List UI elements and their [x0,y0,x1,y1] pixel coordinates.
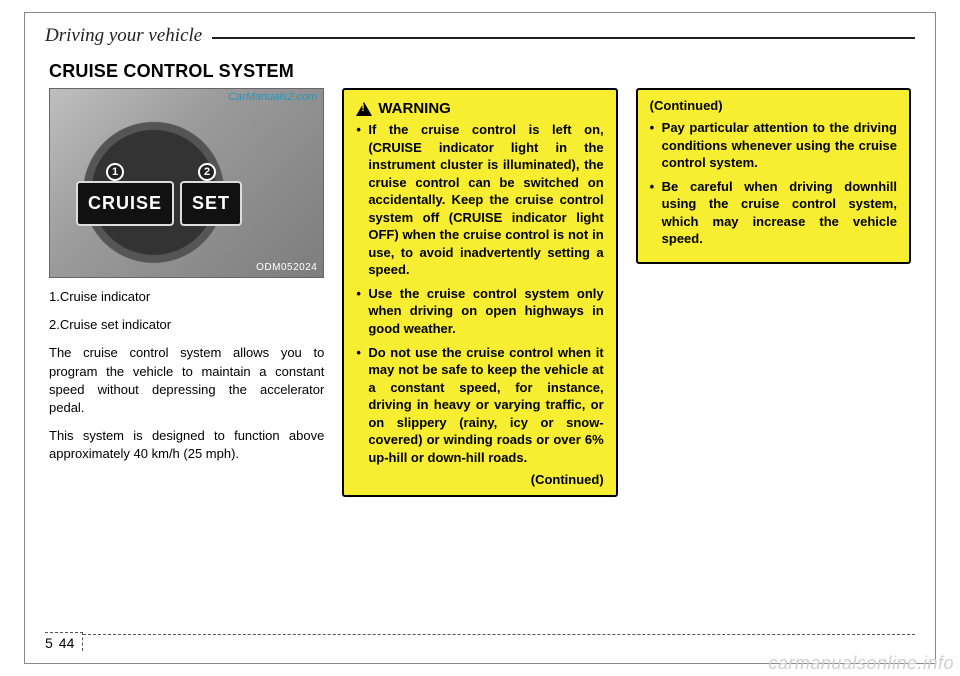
cruise-indicator-pill: CRUISE [76,181,174,226]
column-left: CarManuals2.com 1 CRUISE 2 SET ODM052024… [49,88,324,497]
content-columns: CarManuals2.com 1 CRUISE 2 SET ODM052024… [25,88,935,497]
warning-box: WARNING If the cruise control is left on… [342,88,617,497]
page-frame: Driving your vehicle CRUISE CONTROL SYST… [24,12,936,664]
legend-block: 1.Cruise indicator 2.Cruise set indicato… [49,288,324,334]
set-indicator-pill: SET [180,181,242,226]
warning-item-2: Use the cruise control system only when … [356,285,603,338]
page-number-box: 5 44 [45,632,83,651]
page-number: 44 [59,635,75,651]
site-watermark: carmanualsonline.info [762,651,960,676]
section-number: 5 [45,635,53,651]
header-row: Driving your vehicle [25,13,935,47]
header-rule [212,37,915,39]
warning-title: WARNING [378,100,451,117]
callout-1: 1 [106,163,124,181]
section-header: Driving your vehicle [45,25,202,47]
warning-header: WARNING [356,100,603,117]
continued-box: (Continued) Pay particular attention to … [636,88,911,264]
description-p1: The cruise control system allows you to … [49,344,324,417]
continued-item-1: Pay particular attention to the driving … [650,119,897,172]
pill-set-wrapper: 2 SET [180,181,242,226]
indicator-pills: 1 CRUISE 2 SET [76,181,242,226]
warning-item-1: If the cruise control is left on, (CRUIS… [356,121,603,279]
continued-head: (Continued) [650,98,897,113]
column-right: (Continued) Pay particular attention to … [636,88,911,497]
figure-code: ODM052024 [256,262,317,273]
description-block: The cruise control system allows you to … [49,344,324,463]
footer-rule [83,634,915,635]
description-p2: This system is designed to function abov… [49,427,324,463]
warning-item-3: Do not use the cruise control when it ma… [356,344,603,467]
legend-item-1: 1.Cruise indicator [49,288,324,306]
figure-watermark: CarManuals2.com [228,91,317,103]
continued-item-2: Be careful when driving downhill using t… [650,178,897,248]
warning-icon [356,102,372,116]
page-footer: 5 44 [45,632,915,651]
column-middle: WARNING If the cruise control is left on… [342,88,617,497]
continued-list: Pay particular attention to the driving … [650,119,897,248]
continued-label: (Continued) [356,472,603,487]
pill-cruise-wrapper: 1 CRUISE [76,181,174,226]
warning-list: If the cruise control is left on, (CRUIS… [356,121,603,466]
dashboard-figure: CarManuals2.com 1 CRUISE 2 SET ODM052024 [49,88,324,278]
legend-item-2: 2.Cruise set indicator [49,316,324,334]
page-title: CRUISE CONTROL SYSTEM [25,47,935,88]
callout-2: 2 [198,163,216,181]
